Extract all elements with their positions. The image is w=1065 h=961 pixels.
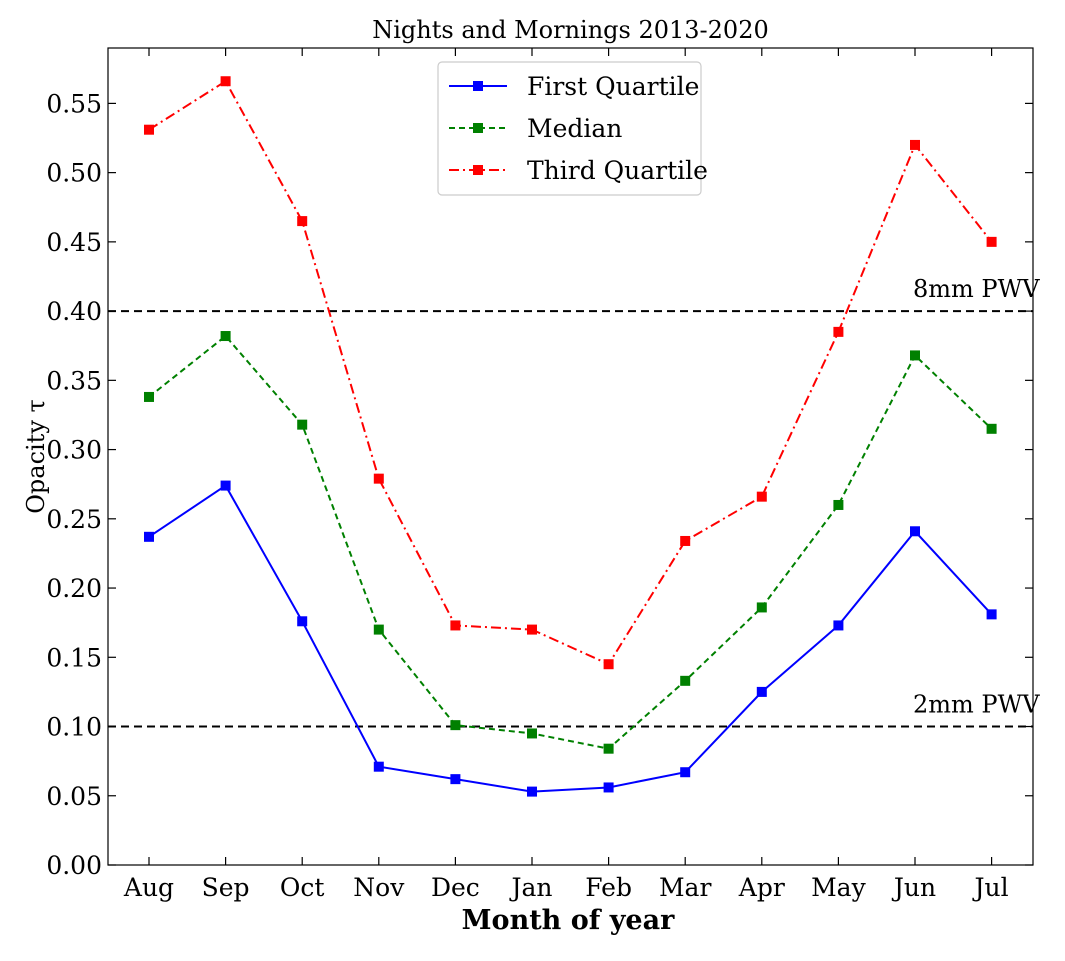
y-tick-label: 0.55 — [46, 89, 102, 118]
plot-frame — [107, 47, 1034, 866]
data-point — [144, 391, 154, 402]
data-point — [910, 350, 920, 361]
data-point — [297, 216, 308, 227]
data-point — [756, 602, 767, 613]
data-point — [450, 720, 461, 731]
legend-label: Median — [527, 114, 622, 143]
data-point — [527, 624, 537, 635]
series-line — [148, 79, 993, 666]
legend: First Quartile Median Third Quartile — [437, 61, 708, 196]
legend-marker — [473, 165, 483, 175]
plot-area: 0.00 0.05 0.10 0.15 0.20 0.25 0.30 0.35 0.40 0.45… — [46, 47, 1040, 902]
data-point — [144, 124, 154, 135]
y-tick-label: 0.10 — [46, 713, 102, 742]
data-point — [986, 609, 997, 620]
x-tick-label: Sep — [202, 873, 250, 902]
x-tick-label: Dec — [431, 873, 480, 902]
legend-box — [437, 61, 702, 196]
data-point — [297, 419, 308, 430]
x-tick-label: Feb — [585, 873, 632, 902]
y-tick-label: 0.20 — [46, 574, 102, 603]
y-tick-label: 0.05 — [46, 782, 102, 811]
x-tick-label: Aug — [123, 873, 174, 902]
data-point — [450, 620, 461, 631]
y-tick-label: 0.25 — [46, 505, 102, 534]
legend-label: Third Quartile — [527, 156, 708, 185]
data-point — [986, 423, 997, 434]
x-tick-label: Jan — [508, 873, 552, 902]
chart-title: Nights and Mornings 2013-2020 — [372, 16, 769, 44]
y-tick-label: 0.50 — [46, 159, 102, 188]
legend-label: First Quartile — [527, 72, 699, 101]
x-tick-label: Mar — [659, 873, 712, 902]
reference-line-label: 8mm PWV — [913, 275, 1040, 303]
data-point — [603, 743, 614, 754]
data-point — [297, 616, 308, 627]
data-point — [220, 76, 231, 87]
data-point — [833, 326, 844, 337]
data-point — [756, 686, 767, 697]
series-line — [148, 334, 993, 750]
data-point — [220, 480, 231, 491]
y-tick-label: 0.40 — [46, 297, 102, 326]
data-point — [450, 774, 461, 785]
x-tick-label: Nov — [353, 873, 405, 902]
data-point — [144, 531, 154, 542]
legend-marker — [473, 123, 483, 133]
series-line — [148, 484, 993, 793]
y-tick-label: 0.15 — [46, 643, 102, 672]
y-tick-label: 0.30 — [46, 436, 102, 465]
data-point — [910, 526, 920, 537]
data-point — [527, 786, 537, 797]
data-point — [680, 535, 691, 546]
reference-line-label: 2mm PWV — [913, 691, 1040, 719]
x-tick-label: Apr — [738, 873, 785, 902]
data-point — [373, 761, 384, 772]
y-tick-label: 0.45 — [46, 228, 102, 257]
data-point — [220, 331, 231, 342]
data-point — [756, 491, 767, 502]
data-point — [603, 782, 614, 793]
x-tick-label: May — [811, 873, 867, 902]
data-point — [680, 767, 691, 778]
data-point — [910, 139, 920, 150]
y-tick-label: 0.00 — [46, 851, 102, 880]
data-point — [986, 236, 997, 247]
x-tick-label: Jun — [891, 873, 936, 902]
data-point — [373, 473, 384, 484]
data-point — [527, 728, 537, 739]
data-point — [833, 620, 844, 631]
y-tick-label: 0.35 — [46, 366, 102, 395]
x-tick-label: Oct — [280, 873, 325, 902]
x-axis-label: Month of year — [462, 905, 675, 936]
data-point — [603, 659, 614, 670]
data-point — [680, 675, 691, 686]
legend-marker — [473, 81, 483, 91]
y-axis-label: Opacity τ — [22, 399, 50, 514]
x-tick-label: Jul — [972, 873, 1009, 902]
data-point — [373, 624, 384, 635]
data-point — [833, 499, 844, 510]
